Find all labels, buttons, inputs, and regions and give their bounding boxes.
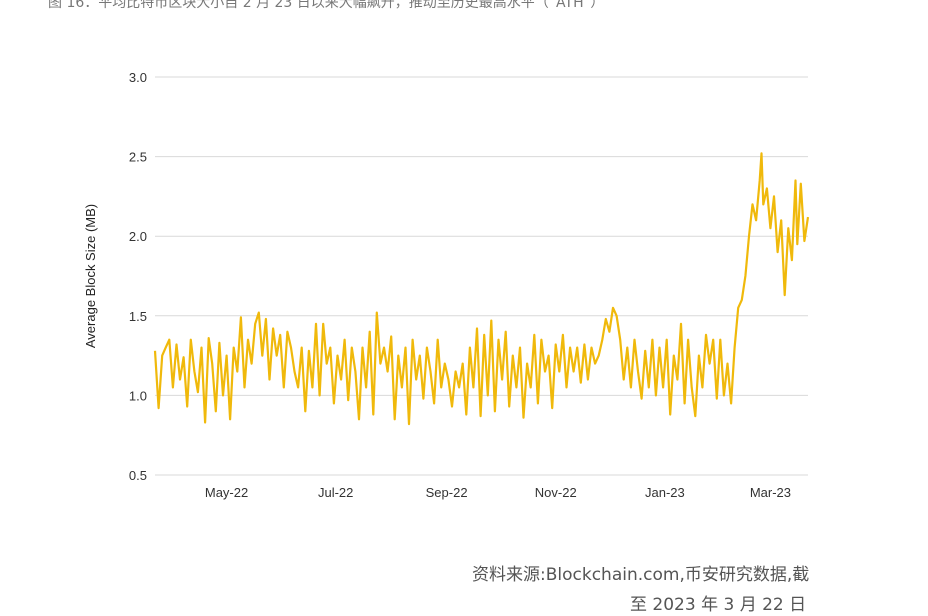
source-note-line2: 至 2023 年 3 月 22 日	[630, 595, 807, 615]
y-tick-labels: 0.5 1.0 1.5 2.0 2.5 3.0	[129, 70, 147, 483]
series-layer	[153, 152, 810, 426]
x-tick-label: Sep-22	[426, 485, 468, 500]
x-tick-labels: May-22 Jul-22 Sep-22 Nov-22 Jan-23 Mar-23	[205, 485, 791, 500]
x-tick-label: Mar-23	[750, 485, 791, 500]
source-note-line1: 资料来源:Blockchain.com,币安研究数据,截	[472, 565, 810, 585]
x-tick-label: May-22	[205, 485, 248, 500]
y-tick-label: 1.5	[129, 309, 147, 324]
y-tick-label: 1.0	[129, 388, 147, 403]
gridlines	[155, 76, 808, 476]
x-tick-label: Nov-22	[535, 485, 577, 500]
y-tick-label: 3.0	[129, 70, 147, 85]
y-axis-label: Average Block Size (MB)	[83, 204, 98, 348]
y-tick-label: 0.5	[129, 468, 147, 483]
x-tick-label: Jul-22	[318, 485, 353, 500]
figure-caption: 图 16：平均比特币区块大小自 2 月 23 日以来大幅飙升，推动至历史最高水平…	[48, 0, 605, 11]
series-line	[153, 152, 810, 426]
x-tick-label: Jan-23	[645, 485, 685, 500]
y-tick-label: 2.5	[129, 150, 147, 165]
y-tick-label: 2.0	[129, 229, 147, 244]
